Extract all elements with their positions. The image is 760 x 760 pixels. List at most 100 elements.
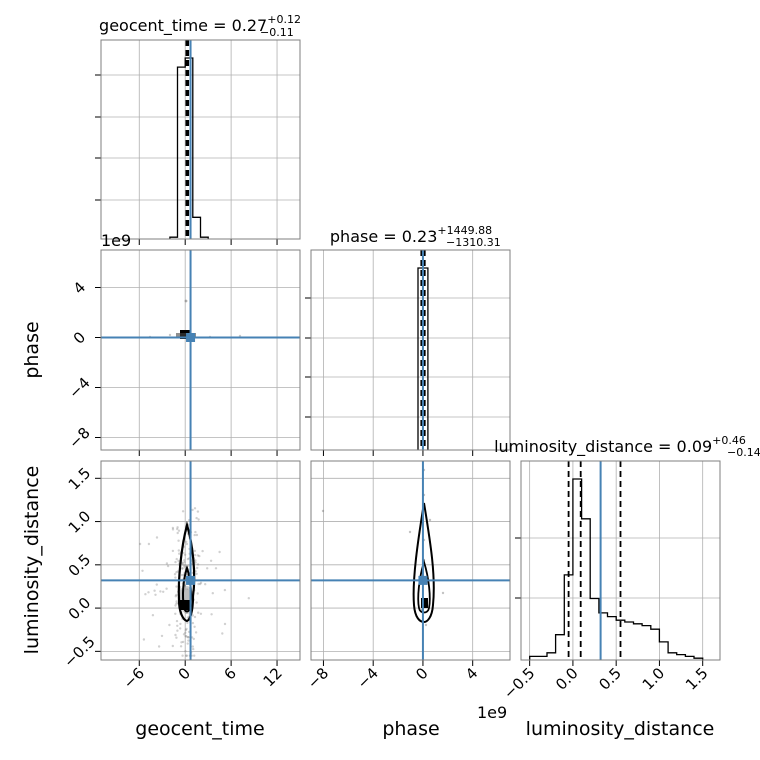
- title-geocent-time: geocent_time = 0.27+0.12: [99, 13, 301, 36]
- density-halo: [176, 333, 196, 337]
- panel-phase-vs-luminosity-distance: −8 −4 0 4: [304, 460, 511, 692]
- scatter-point: [223, 622, 227, 626]
- truth-lines: [311, 461, 510, 660]
- scatter-point: [184, 564, 187, 567]
- scatter-point: [181, 654, 184, 657]
- grid-lines: [101, 40, 300, 239]
- grid-lines: [101, 461, 300, 660]
- histogram: [169, 57, 209, 239]
- y-ticks: [515, 537, 521, 599]
- scatter-point: [195, 533, 199, 537]
- scatter-point: [210, 613, 213, 616]
- scatter-point: [178, 552, 181, 555]
- panel-background: [101, 40, 300, 239]
- scatter-point: [176, 624, 179, 627]
- truth-marker: [186, 575, 196, 585]
- scatter-point: [218, 550, 221, 554]
- scatter-point: [197, 611, 200, 614]
- scatter-point: [185, 654, 188, 657]
- scatter-point: [171, 644, 174, 648]
- scatter-point: [201, 549, 204, 553]
- scatter-point: [174, 595, 177, 598]
- title-geocent-time-minus: −0.11: [260, 26, 294, 39]
- scatter-point: [191, 621, 195, 625]
- scatter-point: [162, 590, 165, 593]
- scatter-point: [174, 633, 177, 637]
- x-tick-label: 12: [260, 664, 286, 690]
- scatter-point: [154, 593, 157, 596]
- panel-luminosity-distance-hist: −0.5 0.0 0.5 1.0 1.5 luminosity_distance = 0…: [494, 434, 760, 703]
- density-mid: [180, 590, 190, 600]
- scatter-point: [177, 529, 181, 532]
- x-tick-label: −8: [304, 664, 332, 692]
- quantile-lines: [567, 461, 622, 660]
- scatter-point: [151, 614, 155, 617]
- scatter-point: [181, 561, 184, 565]
- scatter-point: [199, 581, 203, 584]
- scatter-point: [196, 510, 200, 513]
- scatter-point: [187, 564, 190, 567]
- scatter-point: [198, 554, 201, 558]
- scatter-point: [193, 533, 196, 537]
- scatter-point: [197, 518, 200, 521]
- scatter-point: [155, 583, 158, 586]
- y-tick-label: 1.5: [65, 464, 95, 494]
- density-core: [180, 600, 190, 610]
- x-tick-label: 1.0: [639, 664, 669, 694]
- scatter-point: [183, 553, 187, 556]
- scatter-point: [165, 587, 168, 590]
- scatter-point: [184, 628, 187, 632]
- title-luminosity-distance-minus: −0.14: [727, 446, 760, 459]
- y-tick-label: 0: [70, 328, 89, 347]
- scatter-point: [179, 627, 182, 630]
- scatter-point: [195, 572, 198, 576]
- panel-frame: [100, 460, 301, 661]
- scatter-point: [180, 573, 184, 577]
- panel-geocent-time-vs-luminosity-distance: −0.5 0.0 0.5 1.0 1.5 −6 0 6 12: [60, 460, 301, 692]
- scatter-point: [175, 571, 178, 574]
- scatter-point: [223, 588, 227, 592]
- scatter-point: [175, 602, 178, 605]
- title-phase-minus: −1310.31: [446, 236, 501, 249]
- scatter-point: [194, 631, 198, 634]
- scatter-point: [175, 585, 178, 588]
- scatter-point: [175, 636, 178, 639]
- panel-frame: [100, 39, 301, 240]
- scatter-point: [185, 542, 189, 546]
- scatter-point: [175, 593, 178, 597]
- scatter-point: [183, 565, 186, 568]
- contour-outer: [412, 502, 435, 624]
- truth-lines: [101, 461, 300, 660]
- histogram-step: [169, 57, 209, 239]
- quantile-lines: [185, 40, 190, 239]
- scatter-point: [183, 559, 186, 562]
- scatter-point: [193, 615, 197, 619]
- scatter-point: [177, 559, 180, 563]
- scatter-point: [186, 557, 190, 561]
- scatter-point: [195, 601, 198, 604]
- panel-background: [311, 250, 510, 450]
- scatter-point: [173, 573, 177, 576]
- panel-background: [101, 250, 300, 450]
- scale-offset-label: 1e9: [101, 231, 131, 250]
- scatter-point: [181, 562, 184, 565]
- scatter-point: [211, 592, 214, 595]
- scatter-point: [166, 564, 170, 568]
- panel-background: [101, 461, 300, 660]
- x-tick-label: 0.5: [595, 664, 625, 694]
- scatter-point: [192, 647, 195, 651]
- scatter-point: [184, 634, 187, 638]
- scatter-point: [197, 582, 200, 586]
- scatter-point: [247, 597, 250, 600]
- scatter-point: [195, 516, 198, 520]
- scatter-point: [199, 612, 203, 615]
- scatter-point: [175, 557, 178, 561]
- scatter-point: [214, 567, 218, 570]
- scatter-point: [179, 645, 183, 648]
- panel-phase-hist: phase = 0.23+1449.88 −1310.31: [305, 224, 511, 456]
- scatter-point: [185, 627, 188, 631]
- y-tick-label: −4: [65, 374, 93, 402]
- scatter-point: [204, 583, 207, 586]
- x-tick-label: −0.5: [500, 664, 538, 702]
- scatter-point: [181, 567, 184, 570]
